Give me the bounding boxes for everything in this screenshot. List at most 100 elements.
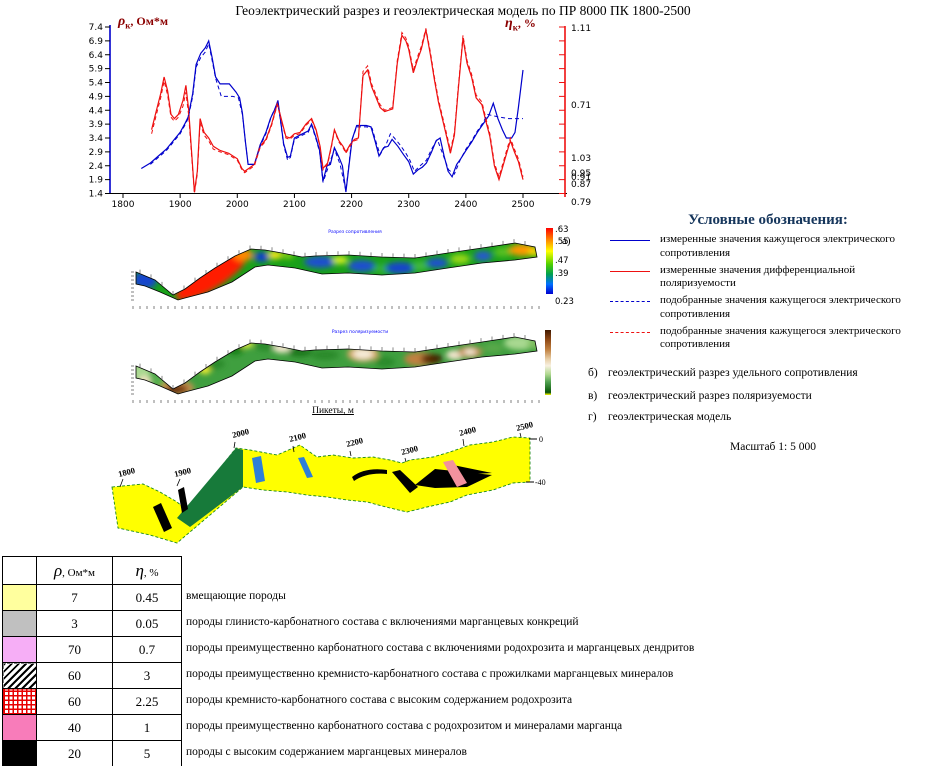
depth-label-40: -40 [535, 478, 546, 487]
table-row: 60 2.25 [2, 688, 182, 715]
colorbar-polarizability [545, 330, 551, 395]
table-row: 40 1 [2, 714, 182, 741]
section1-fill [136, 243, 537, 300]
station-label: 1900 [173, 465, 192, 479]
legend-item-text: измеренные значения кажущегося электриче… [660, 233, 896, 259]
model-pink-bar [443, 460, 467, 487]
station-label: 2200 [345, 435, 364, 449]
page-title: Геоэлектрический разрез и геоэлектрическ… [235, 3, 691, 18]
x-tick-label: 2100 [283, 200, 306, 210]
right-tick-label: 0.91 [571, 173, 591, 183]
section1-outline [135, 242, 538, 301]
x-tick-label: 2200 [340, 200, 363, 210]
legend-item-1: измеренные значения дифференциальной пол… [610, 264, 926, 292]
legend-item-0: измеренные значения кажущегося электриче… [610, 233, 926, 261]
lithology-description: породы преимущественно карбонатного сост… [186, 642, 695, 654]
eta-value: 0.05 [112, 610, 182, 637]
right-tick-label: 1.11 [571, 24, 591, 34]
rho-value: 40 [36, 714, 113, 741]
table-row: 3 0.05 [2, 610, 182, 637]
section1-ticks [131, 239, 540, 309]
polarizability-section: Разрез поляризуемости [131, 329, 540, 403]
series-3 [151, 28, 524, 194]
lithology-swatch-black [2, 740, 37, 766]
panel-label-a: а) [562, 235, 571, 247]
y-tick-label: 3.9 [89, 120, 104, 130]
panel-item-d: г) геоэлектрическая модель [588, 411, 732, 423]
legend-line-sample [610, 240, 650, 241]
lithology-swatch-redgrid [2, 688, 37, 715]
eta-column-header: η, % [112, 556, 182, 585]
eta-value: 5 [112, 740, 182, 766]
series-2 [150, 41, 523, 191]
model-blue-bar-2 [298, 457, 313, 478]
table-header-row: ρ, Ом*м η, % [2, 556, 182, 585]
right-tick-label: 0.95 [571, 169, 591, 179]
line-chart: 7.4 6.9 6.4 5.9 5.4 4.9 4.4 3.9 3.4 2.9 2.4 1.9 1.4 1… [89, 23, 592, 210]
lithology-swatch-violet [2, 636, 37, 663]
lithology-description: породы глинисто-карбонатного состава с в… [186, 616, 579, 628]
y-tick-label: 4.4 [89, 106, 104, 116]
lithology-swatch-yellow [2, 584, 37, 611]
colorbar-a-label: .47 [555, 256, 569, 266]
legend-item-3: подобранные значения кажущегося электрич… [610, 325, 926, 353]
legend-line-sample [610, 301, 650, 302]
model-black-bar-2 [178, 487, 188, 513]
rho-value: 20 [36, 740, 113, 766]
y-tick-label: 6.4 [89, 51, 104, 61]
station-tick [292, 445, 295, 453]
station-label: 2500 [515, 419, 534, 433]
right-tick-label: 0.71 [571, 101, 591, 111]
station-label: 2100 [288, 430, 307, 444]
panel-item-b: б) геоэлектрический разрез удельного сопр… [588, 367, 858, 379]
section2-outline [135, 336, 538, 395]
y-tick-label: 1.9 [89, 176, 104, 186]
x-tick-label: 2400 [454, 200, 477, 210]
legend-title: Условные обозначения: [688, 212, 848, 228]
table-row: 7 0.45 [2, 584, 182, 611]
y-tick-label: 2.9 [89, 148, 104, 158]
lithology-description: породы с высоким содержанием марганцевых… [186, 746, 467, 758]
swatch-column-header [2, 556, 37, 585]
lithology-description: породы преимущественно кремнисто-карбона… [186, 668, 674, 680]
eta-value: 1 [112, 714, 182, 741]
eta-value: 0.45 [112, 584, 182, 611]
legend-line-sample [610, 270, 650, 272]
station-tick [176, 478, 181, 487]
picket-axis-label: Пикеты, м [312, 406, 354, 416]
geoelectric-model: 1800 1900 2000 2100 2200 2300 2400 2500 0 -40 [111, 419, 546, 544]
model-black-bar-3 [392, 470, 418, 493]
table-row: 70 0.7 [2, 636, 182, 663]
station-label: 2300 [400, 443, 419, 457]
lithology-description: породы кремнисто-карбонатного состава с … [186, 694, 573, 706]
y-tick-label: 6.9 [89, 37, 104, 47]
legend-line-sample [610, 331, 650, 333]
y-tick-label: 5.9 [89, 65, 104, 75]
lithology-swatch-hatch [2, 662, 37, 689]
x-tick-label: 1800 [112, 200, 135, 210]
colorbar-a-label: .63 [555, 225, 569, 235]
model-green-zone [177, 448, 243, 527]
colorbar-a-label: 0.23 [555, 297, 574, 307]
rho-value: 60 [36, 688, 113, 715]
scale-text: Масштаб 1: 5 000 [730, 441, 816, 453]
y-tick-label: 7.4 [89, 23, 104, 33]
legend-item-text: подобранные значения кажущегося электрич… [660, 294, 901, 320]
depth-label-0: 0 [539, 435, 543, 444]
y-tick-label: 5.4 [89, 79, 104, 89]
x-tick-label: 1900 [169, 200, 192, 210]
rho-column-header: ρ, Ом*м [36, 556, 113, 585]
legend-item-text: подобранные значения кажущегося электрич… [660, 324, 901, 351]
y-tick-label: 4.9 [89, 92, 104, 102]
colorbar-a-label: .39 [555, 269, 569, 279]
rho-value: 3 [36, 610, 113, 637]
lithology-swatch-pink [2, 714, 37, 741]
lithology-table: ρ, Ом*м η, % 7 0.45 3 0.05 70 0.7 60 3 60 2.25 40 1… [2, 556, 182, 766]
right-tick-label: 0.87 [571, 180, 591, 190]
y-tick-label: 3.4 [89, 134, 104, 144]
legend-items: измеренные значения кажущегося электриче… [610, 233, 926, 352]
lithology-description: породы преимущественно карбонатного сост… [186, 720, 623, 732]
legend-item-2: подобранные значения кажущегося электрич… [610, 294, 926, 322]
y-tick-label: 2.4 [89, 162, 104, 172]
